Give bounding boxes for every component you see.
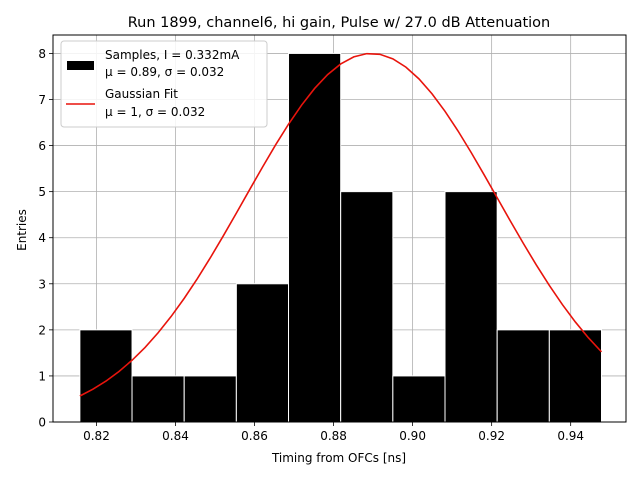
x-tick-label: 0.94 bbox=[557, 429, 584, 443]
legend-samples-stats: μ = 0.89, σ = 0.032 bbox=[105, 65, 224, 79]
legend-fit-mu: μ = 1, bbox=[105, 105, 146, 119]
x-tick-label: 0.90 bbox=[399, 429, 426, 443]
histogram-bar bbox=[392, 375, 446, 423]
histogram-bar bbox=[79, 329, 133, 423]
y-tick-label: 7 bbox=[38, 93, 46, 107]
x-tick-label: 0.82 bbox=[83, 429, 110, 443]
chart-title: Run 1899, channel6, hi gain, Pulse w/ 27… bbox=[128, 15, 551, 31]
histogram-bar bbox=[548, 329, 602, 423]
legend-fit-stats: μ = 1, σ = 0.032 bbox=[105, 105, 205, 119]
histogram-bar bbox=[340, 191, 394, 423]
x-tick-label: 0.84 bbox=[162, 429, 189, 443]
x-tick-label: 0.88 bbox=[320, 429, 347, 443]
histogram-bar bbox=[444, 191, 498, 423]
axes-frame bbox=[52, 34, 627, 423]
legend-samples-label: Samples, I = 0.332mA bbox=[105, 48, 240, 62]
legend-bar-swatch bbox=[67, 61, 94, 70]
histogram-bars bbox=[79, 52, 602, 423]
legend-samples-sigma: σ = 0.032 bbox=[165, 65, 225, 79]
y-tick-label: 3 bbox=[38, 277, 46, 291]
y-tick-label: 8 bbox=[38, 47, 46, 61]
y-tick-label: 1 bbox=[38, 369, 46, 383]
y-axis-ticks: 0 1 2 3 4 5 6 7 8 bbox=[38, 47, 53, 430]
legend-box bbox=[60, 40, 268, 128]
x-axis-ticks: 0.82 0.84 0.86 0.88 0.90 0.92 0.94 bbox=[83, 422, 584, 443]
x-axis-label: Timing from OFCs [ns] bbox=[271, 451, 406, 465]
y-axis-label: Entries bbox=[15, 209, 29, 251]
y-tick-label: 5 bbox=[38, 185, 46, 199]
x-tick-label: 0.86 bbox=[241, 429, 268, 443]
y-tick-label: 4 bbox=[38, 231, 46, 245]
y-tick-label: 2 bbox=[38, 323, 46, 337]
histogram-bar bbox=[235, 283, 290, 423]
y-tick-label: 0 bbox=[38, 416, 46, 430]
gaussian-fit-line bbox=[79, 52, 603, 397]
histogram-bar bbox=[131, 375, 185, 423]
legend-samples-mu: μ = 0.89, bbox=[105, 65, 165, 79]
x-tick-label: 0.92 bbox=[478, 429, 505, 443]
legend-fit-label: Gaussian Fit bbox=[105, 87, 178, 101]
legend: Samples, I = 0.332mA μ = 0.89, σ = 0.032… bbox=[60, 40, 268, 128]
histogram-bar bbox=[183, 375, 237, 423]
histogram-bar bbox=[496, 329, 550, 423]
y-tick-label: 6 bbox=[38, 139, 46, 153]
histogram-bar bbox=[288, 52, 342, 423]
legend-fit-sigma: σ = 0.032 bbox=[146, 105, 206, 119]
